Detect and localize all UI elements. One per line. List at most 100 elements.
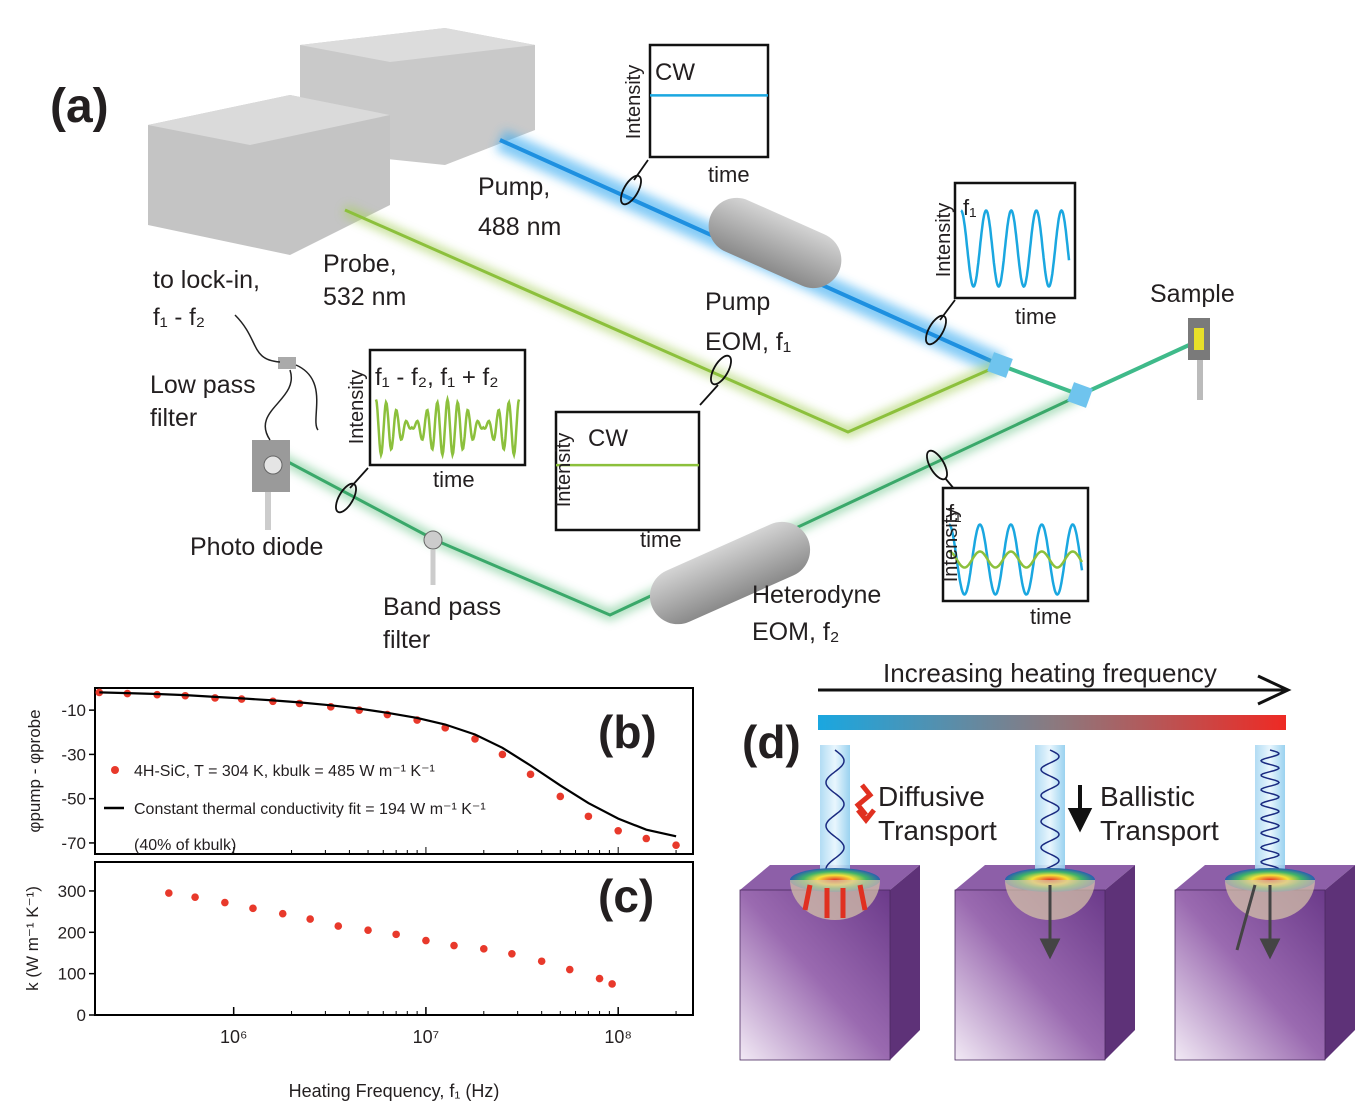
label: EOM, f₂ [752,618,840,646]
figure: (a) CW Intensity time f₁ Intensity time f₁ - f₂… [0,0,1359,1104]
legend-note: (40% of kbulk) [134,837,236,854]
label: Transport [878,815,997,846]
data-point [249,905,257,913]
label: Photo diode [190,533,323,561]
diffusive-icon [858,785,874,820]
x-tick-label: 10⁶ [220,1027,247,1047]
data-point [608,980,616,988]
data-point [538,957,546,965]
label: time [433,467,475,492]
data-point [191,893,199,901]
cube-side [1105,865,1135,1060]
pump-eom [700,189,851,297]
x-tick-label: 10⁷ [413,1027,440,1047]
label: Low pass [150,371,256,399]
label: Intensity [623,65,645,139]
data-point [585,813,593,821]
label: Heterodyne [752,581,881,609]
data-point [334,922,342,930]
label: 532 nm [323,283,406,311]
legend-marker [111,766,119,774]
data-point [614,827,622,835]
label: Diffusive [878,781,985,812]
y-axis-label: k (W m⁻¹ K⁻¹) [23,886,42,991]
data-point [450,942,458,950]
legend-label: 4H-SiC, T = 304 K, kbulk = 485 W m⁻¹ K⁻¹ [134,763,435,780]
x-tick-label: 10⁸ [604,1027,632,1047]
label: to lock-in, [153,266,260,294]
panel-label: (b) [598,706,657,758]
label: CW [588,425,628,452]
label: Intensity [553,433,575,507]
frequency-bar [818,715,1286,730]
label: f₁ [963,195,977,220]
label: time [640,527,682,552]
label: Intensity [933,203,955,277]
label: Sample [1150,280,1235,308]
label: Intensity [940,508,962,582]
data-point [557,793,565,801]
label: time [708,162,750,187]
data-point [364,926,372,934]
y-axis-label: φpump - φprobe [25,709,44,832]
label: Pump [705,288,770,316]
label: Pump, [478,173,550,201]
label: CW [655,59,695,86]
data-point [165,889,173,897]
label: Band pass [383,593,501,621]
data-point [221,899,229,907]
band-pass-filter [424,531,442,549]
data-point [642,835,650,843]
data-point [508,950,516,958]
cube-side [1325,865,1355,1060]
y-tick-label: -30 [61,745,86,764]
ballistic-icon [1071,785,1089,828]
panel-d-graphics [740,676,1355,1060]
data-point [392,931,400,939]
data-point [596,975,604,983]
label: Transport [1100,815,1219,846]
data-point [422,937,430,945]
label: f₁ - f₂, f₁ + f₂ [375,364,499,391]
beam-tube [1255,745,1285,880]
legend-label: Constant thermal conductivity fit = 194 … [134,801,486,818]
beam-tube [1035,745,1065,880]
label: f₁ - f₂ [153,304,205,331]
y-tick-label: -10 [61,701,86,720]
sample-beam [1000,340,1200,395]
panel-label: (d) [742,716,801,768]
data-point [480,945,488,953]
label: Intensity [346,370,368,444]
label: EOM, f₁ [705,328,791,356]
label: 488 nm [478,213,561,241]
label: Probe, [323,250,397,278]
label: Increasing heating frequency [883,658,1217,688]
data-point [279,910,287,918]
y-tick-label: -50 [61,790,86,809]
data-point [672,841,680,849]
y-tick-label: 0 [77,1006,86,1025]
low-pass-filter [278,357,296,369]
y-tick-label: -70 [61,834,86,853]
data-point [306,915,314,923]
label: Ballistic [1100,781,1195,812]
panel-label: (a) [50,80,109,133]
photo-diode-lens [264,456,282,474]
sample-face [1194,328,1204,350]
label: time [1030,604,1072,629]
data-point [499,751,507,759]
y-tick-label: 300 [58,882,86,901]
data-point [527,771,535,779]
panel-label: (c) [598,870,654,922]
y-tick-label: 200 [58,923,86,942]
label: time [1015,304,1057,329]
label: filter [383,626,430,654]
data-point [566,966,574,974]
y-tick-label: 100 [58,965,86,984]
cube-side [890,865,920,1060]
x-axis-label: Heating Frequency, f₁ (Hz) [289,1081,500,1101]
beam-tube [820,745,850,880]
panel-d-labels: (d) Increasing heating frequency Diffusive… [742,658,1219,846]
label: filter [150,404,197,432]
charts: -10 -30 -50 -70 (b) φpump - φprobe 4H-SiC, T =… [23,688,693,1101]
